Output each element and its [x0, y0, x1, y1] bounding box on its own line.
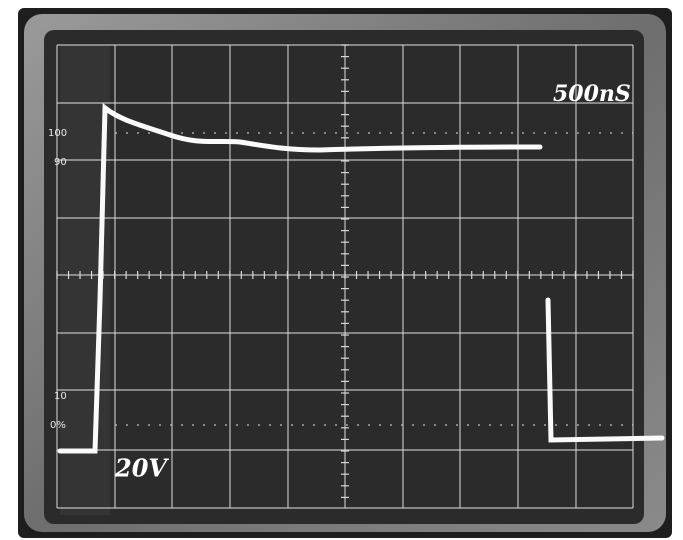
page: {"graticule_labels": ["100", "90", "10",…: [0, 0, 683, 540]
graticule-label: 90: [54, 157, 67, 168]
oscilloscope-photo: 100 90 10 0% 500nS 20V: [0, 0, 683, 540]
time-per-div-note: 500nS: [553, 81, 631, 107]
graticule-label: 10: [54, 391, 67, 402]
volts-per-div-note: 20V: [114, 454, 169, 483]
graticule-label: 100: [48, 128, 67, 139]
graticule-label: 0%: [50, 420, 66, 431]
